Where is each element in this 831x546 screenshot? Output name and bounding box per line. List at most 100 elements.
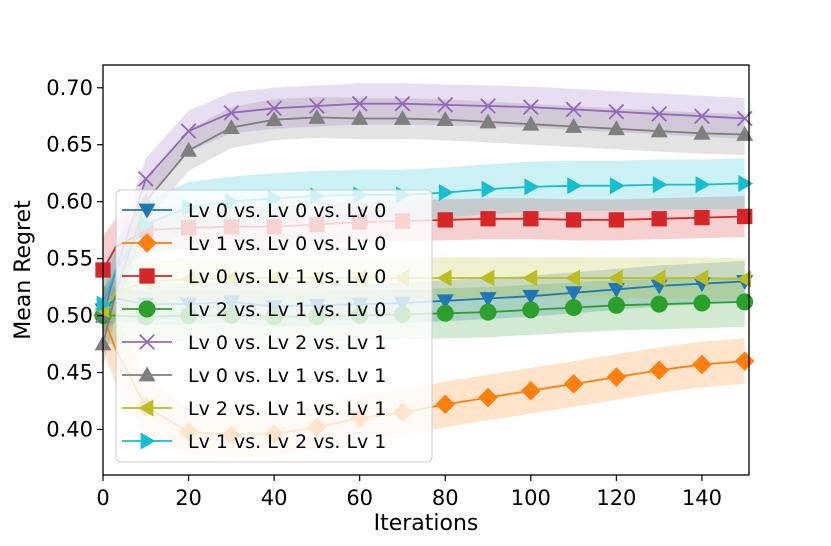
- legend: Lv 0 vs. Lv 0 vs. Lv 0 Lv 1 vs. Lv 0 vs. …: [115, 189, 433, 463]
- marker-series-2: [563, 374, 584, 394]
- marker-series-6: [180, 141, 198, 157]
- marker-series-7: [607, 269, 623, 287]
- marker-series-6: [436, 111, 454, 127]
- legend-label: Lv 0 vs. Lv 1 vs. Lv 0: [188, 266, 386, 288]
- marker-series-5: [266, 100, 282, 117]
- x-tick-label: 100: [511, 486, 551, 510]
- marker-series-7: [565, 269, 580, 287]
- marker-series-5: [137, 171, 154, 187]
- x-tick-label: 20: [175, 486, 202, 510]
- marker-series-8: [695, 176, 711, 194]
- marker-series-4: [693, 294, 711, 312]
- marker-series-2: [606, 367, 627, 387]
- marker-series-5: [651, 106, 668, 122]
- marker-series-2: [521, 380, 541, 401]
- marker-series-4: [607, 296, 625, 314]
- y-tick-label: 0.50: [46, 304, 93, 328]
- x-tick-label: 80: [432, 486, 459, 510]
- marker-series-7: [479, 269, 495, 287]
- marker-series-6: [479, 113, 497, 129]
- x-tick-label: 60: [346, 486, 373, 510]
- marker-series-3: [437, 212, 453, 228]
- plot-frame: [102, 64, 750, 476]
- marker-series-8: [652, 176, 668, 194]
- marker-series-8: [96, 295, 112, 313]
- legend-swatch-marker: [140, 432, 156, 450]
- marker-series-6: [265, 111, 283, 127]
- legend-box: [115, 189, 433, 463]
- legend-label: Lv 1 vs. Lv 0 vs. Lv 0: [188, 233, 386, 255]
- marker-series-1: [565, 286, 583, 302]
- y-axis-ticks: 0.40 0.45 0.50 0.55 0.60 0.65 0.70: [46, 76, 103, 441]
- marker-series-4: [479, 303, 497, 321]
- marker-series-8: [738, 174, 754, 192]
- marker-series-4: [522, 301, 540, 319]
- x-axis-title: Iterations: [374, 511, 479, 536]
- marker-series-1: [607, 282, 625, 298]
- x-tick-label: 140: [682, 486, 722, 510]
- marker-series-6: [308, 108, 326, 124]
- band-series-6: [103, 96, 745, 367]
- marker-series-5: [394, 95, 411, 112]
- legend-label: Lv 0 vs. Lv 1 vs. Lv 1: [188, 365, 386, 387]
- x-tick-label: 0: [96, 486, 109, 510]
- legend-swatch-marker: [137, 233, 157, 253]
- marker-series-6: [565, 118, 583, 133]
- marker-series-7: [436, 269, 452, 287]
- marker-series-8: [524, 178, 540, 196]
- legend-swatch-marker: [138, 366, 156, 382]
- marker-series-3: [565, 212, 582, 228]
- legend-label: Lv 2 vs. Lv 1 vs. Lv 0: [188, 299, 386, 321]
- marker-series-6: [607, 120, 625, 136]
- marker-series-6: [351, 110, 369, 125]
- marker-series-3: [523, 211, 539, 227]
- y-tick-label: 0.45: [46, 361, 93, 385]
- marker-series-2: [435, 394, 456, 415]
- marker-series-5: [180, 123, 197, 139]
- marker-series-8: [610, 177, 625, 195]
- marker-series-3: [651, 211, 667, 227]
- marker-series-3: [737, 208, 753, 225]
- y-tick-label: 0.65: [46, 133, 93, 157]
- y-axis-title: Mean Regret: [11, 200, 36, 340]
- marker-series-4: [650, 295, 668, 313]
- legend-swatch-marker: [138, 300, 156, 318]
- marker-series-7: [736, 270, 752, 288]
- marker-series-6: [650, 122, 668, 138]
- x-tick-label: 40: [261, 486, 288, 510]
- legend-label: Lv 1 vs. Lv 2 vs. Lv 1: [188, 431, 386, 453]
- marker-series-1: [522, 289, 540, 305]
- y-tick-label: 0.70: [46, 76, 93, 100]
- marker-series-8: [438, 184, 454, 202]
- marker-series-5: [565, 101, 582, 118]
- marker-series-2: [478, 387, 498, 408]
- marker-series-2: [692, 354, 712, 375]
- marker-series-5: [522, 99, 539, 116]
- legend-swatch-marker: [139, 334, 155, 350]
- marker-series-3: [480, 211, 496, 227]
- marker-series-8: [567, 177, 583, 195]
- marker-series-5: [351, 95, 368, 112]
- marker-series-3: [608, 212, 625, 228]
- y-tick-label: 0.55: [46, 247, 93, 271]
- marker-series-1: [436, 294, 454, 310]
- marker-series-5: [309, 98, 325, 114]
- marker-series-7: [693, 269, 709, 287]
- marker-series-6: [693, 124, 711, 140]
- legend-swatch-marker: [138, 399, 154, 417]
- marker-series-5: [480, 98, 496, 114]
- marker-series-4: [736, 293, 754, 311]
- marker-series-5: [694, 108, 710, 125]
- band-series-5: [103, 83, 745, 339]
- marker-series-6: [522, 115, 540, 131]
- marker-series-7: [522, 269, 538, 287]
- legend-label: Lv 2 vs. Lv 1 vs. Lv 1: [188, 398, 386, 420]
- x-tick-label: 120: [596, 486, 636, 510]
- legend-swatch-marker: [139, 268, 155, 284]
- marker-series-5: [437, 96, 454, 113]
- y-tick-label: 0.40: [46, 417, 93, 441]
- marker-series-2: [649, 360, 669, 380]
- marker-series-5: [608, 103, 625, 120]
